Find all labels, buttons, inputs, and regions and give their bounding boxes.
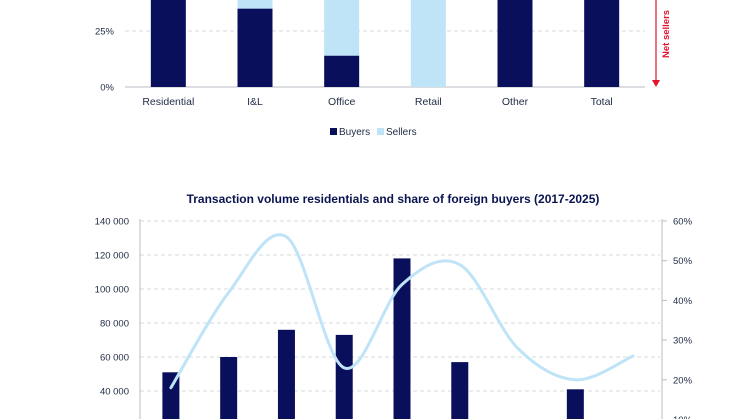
category-label: Total [591,96,613,108]
category-label: I&L [247,96,263,108]
volume-bar [277,329,295,419]
y-right-tick-label: 60% [673,217,693,228]
line-series [169,233,635,390]
volume-bar [393,258,411,419]
y-left-tick-label: 100 000 [95,285,129,296]
volume-bar [162,372,180,419]
arrow-head [652,80,660,87]
y-right-tick-label: 10% [673,415,693,419]
combo-chart: Transaction volume residentials and shar… [95,192,693,419]
annotation-label: Net sellers [661,10,672,58]
legend: Buyers Sellers [330,127,417,138]
y-axis-ticks: 0% 25% [95,27,115,94]
bar-group [162,258,584,419]
bar-buyers [237,8,273,88]
y-left-tick-label: 80 000 [100,319,129,330]
legend-swatch [330,128,337,135]
y-right-tick-label: 40% [673,296,693,307]
volume-bar [451,362,469,419]
y-left-tick-label: 120 000 [95,251,129,262]
bar-buyers [497,0,533,87]
bar-sellers [410,0,446,87]
y-left-tick-label: 140 000 [95,217,129,228]
net-sellers-annotation: Net sellers [652,0,672,87]
y-right-ticks: 10% 20% 30% 40% 50% 60% [673,217,693,419]
y-tick-label: 0% [100,83,114,94]
legend-label: Sellers [386,127,417,138]
volume-bar [566,389,584,419]
volume-bar [220,357,238,419]
category-label: Office [328,96,355,108]
y-right-tick-label: 30% [673,336,693,347]
y-right-tick-label: 20% [673,375,693,386]
bar-sellers [237,0,273,9]
y-tick-label: 25% [95,27,115,38]
bar-buyers [324,55,360,87]
category-label: Residential [142,96,194,108]
foreign-share-line [169,233,635,390]
legend-swatch [377,128,384,135]
y-left-tick-label: 40 000 [100,387,129,398]
category-label: Retail [415,96,442,108]
bar-group [150,0,620,88]
stacked-bar-chart: 0% 25% Residential I&L Office Retail Other Tot… [95,0,672,138]
chart-title: Transaction volume residentials and shar… [187,192,600,206]
bar-buyers [150,0,186,87]
legend-label: Buyers [339,127,370,138]
volume-bar [335,334,353,419]
y-left-ticks: 40 000 60 000 80 000 100 000 120 000 140 000 [95,217,129,398]
y-left-tick-label: 60 000 [100,353,129,364]
bar-sellers [324,0,360,56]
bar-buyers [584,0,620,87]
y-right-tick-label: 50% [673,256,693,267]
gridlines [125,30,645,88]
category-label: Other [502,96,529,108]
x-axis-labels: Residential I&L Office Retail Other Total [142,96,612,108]
